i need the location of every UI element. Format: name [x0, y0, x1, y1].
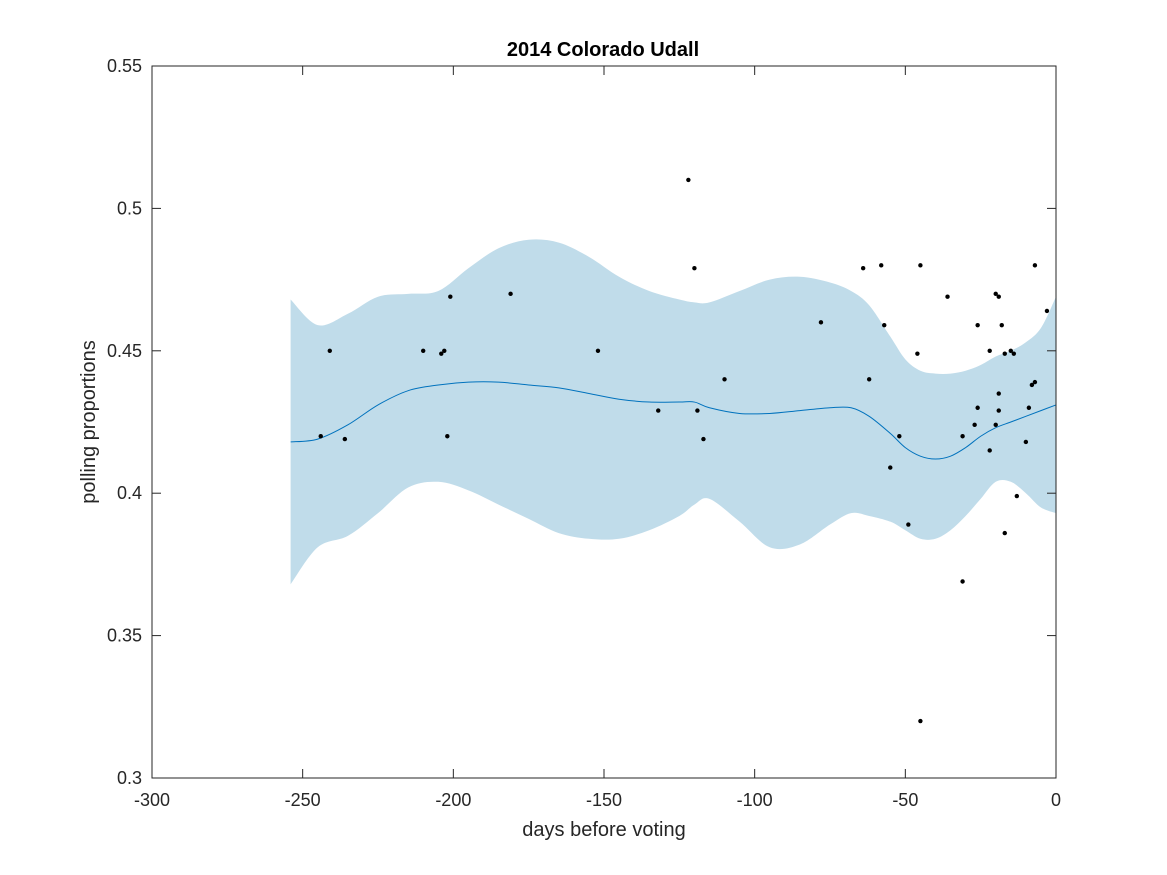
data-point: [999, 322, 1004, 328]
data-point: [972, 422, 977, 428]
data-point: [1002, 351, 1007, 356]
data-point: [818, 320, 824, 325]
data-point: [722, 377, 727, 382]
data-point: [918, 263, 923, 268]
data-point: [993, 422, 998, 428]
data-point: [960, 434, 965, 439]
data-point: [695, 408, 700, 413]
x-tick-label: -200: [435, 790, 471, 810]
data-point: [439, 351, 444, 356]
data-point: [686, 177, 691, 183]
data-point: [1008, 348, 1013, 353]
data-point: [975, 405, 980, 410]
data-point: [1002, 530, 1007, 536]
data-point: [692, 266, 697, 271]
data-point: [888, 465, 893, 470]
data-point: [448, 294, 453, 299]
data-point: [915, 351, 920, 356]
data-point: [656, 408, 661, 413]
data-point: [996, 391, 1001, 396]
data-point: [882, 322, 887, 328]
data-point: [327, 348, 332, 353]
y-axis-label: polling proportions: [78, 340, 100, 503]
y-tick-label: 0.55: [107, 56, 142, 76]
data-point: [508, 291, 513, 297]
data-point: [318, 434, 323, 439]
y-tick-label: 0.45: [107, 341, 142, 361]
ticks-layer: -300 -250 -200 -150 -100 -50 0 0.3 0.35 0.4 0.45 0.…: [107, 56, 1061, 810]
data-point: [1029, 382, 1035, 388]
data-point: [1044, 308, 1050, 314]
data-point: [1014, 493, 1020, 499]
x-tick-label: 0: [1051, 790, 1061, 810]
data-point: [993, 291, 998, 297]
data-point: [421, 348, 426, 353]
mean-line-layer: [290, 381, 1057, 460]
x-tick-label: -100: [737, 790, 773, 810]
confidence-band: [290, 239, 1056, 585]
confidence-band-layer: [290, 239, 1056, 585]
data-point: [701, 436, 706, 442]
y-tick-label: 0.35: [107, 626, 142, 646]
y-tick-label: 0.5: [117, 198, 142, 218]
data-point: [897, 434, 902, 439]
data-point: [879, 263, 884, 268]
data-point: [860, 266, 866, 271]
x-tick-label: -250: [285, 790, 321, 810]
x-tick-label: -300: [134, 790, 170, 810]
data-point: [866, 377, 872, 382]
data-point: [1023, 439, 1029, 445]
data-point: [918, 718, 923, 724]
data-point: [996, 408, 1001, 413]
x-tick-label: -150: [586, 790, 622, 810]
mean-line: [290, 381, 1057, 460]
data-point: [1032, 263, 1038, 268]
data-point: [445, 434, 450, 439]
data-point: [1032, 379, 1038, 385]
x-axis-label: days before voting: [522, 819, 685, 841]
data-point: [987, 448, 992, 453]
data-point: [1026, 405, 1032, 410]
data-point: [442, 348, 447, 353]
data-point: [595, 348, 601, 353]
data-point: [975, 322, 980, 328]
data-points-layer: [318, 177, 1050, 724]
data-point: [906, 522, 911, 527]
y-tick-label: 0.3: [117, 768, 142, 788]
y-tick-label: 0.4: [117, 483, 142, 503]
x-tick-label: -50: [892, 790, 918, 810]
data-point: [945, 294, 950, 299]
data-point: [960, 579, 965, 584]
chart-title: 2014 Colorado Udall: [507, 39, 699, 61]
data-point: [342, 436, 348, 442]
data-point: [1011, 351, 1017, 356]
data-point: [987, 348, 992, 353]
data-point: [996, 294, 1001, 299]
